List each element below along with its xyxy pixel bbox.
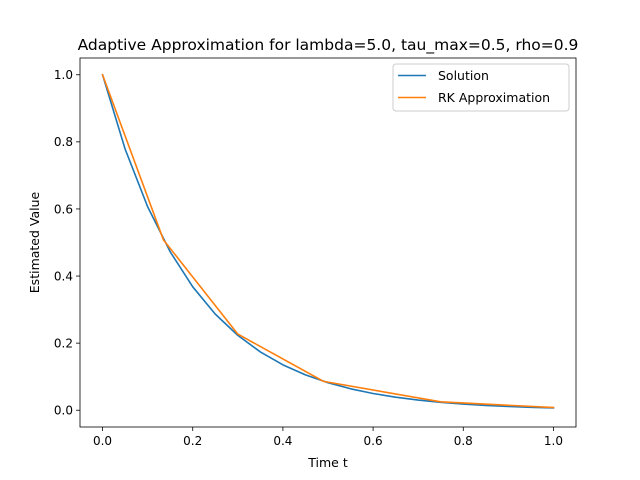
y-tick-label: 0.2 [54,336,73,350]
x-tick-label: 0.0 [93,434,112,448]
legend-frame [392,63,570,112]
y-tick-label: 0.8 [54,135,73,149]
x-tick-label: 0.2 [183,434,202,448]
chart-title: Adaptive Approximation for lambda=5.0, t… [78,36,579,55]
x-tick-label: 1.0 [544,434,563,448]
series-line-rk-approximation [101,73,555,409]
plot-frame [79,57,577,428]
series-layer [101,73,555,409]
legend-label-rk-approximation: RK Approximation [438,90,550,105]
y-tick-label: 0.4 [54,269,73,283]
x-axis-ticks: 0.0 0.2 0.4 0.6 0.8 1.0 [93,427,563,448]
x-tick-label: 0.6 [364,434,383,448]
x-tick-label: 0.8 [454,434,473,448]
legend: Solution RK Approximation [392,63,570,112]
y-axis-ticks: 0.0 0.2 0.4 0.6 0.8 1.0 [54,68,80,418]
legend-label-solution: Solution [438,68,489,83]
y-tick-label: 0.0 [54,404,73,418]
y-tick-label: 1.0 [54,68,73,82]
x-tick-label: 0.4 [273,434,292,448]
x-axis-label: Time t [307,455,348,470]
plot-area [79,57,577,428]
y-axis-label: Estimated Value [27,191,42,293]
y-tick-label: 0.6 [54,202,73,216]
